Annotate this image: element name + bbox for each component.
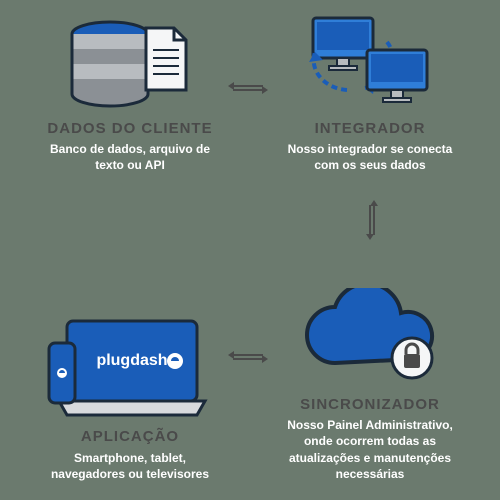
arrow-down-icon [369,205,371,235]
node-title: SINCRONIZADOR [270,396,470,413]
node-title: DADOS DO CLIENTE [30,120,230,137]
node-desc: Nosso Painel Administrativo, onde ocorre… [270,417,470,482]
node-desc: Banco de dados, arquivo de texto ou API [30,141,230,173]
database-file-icon [30,12,230,112]
two-monitors-sync-icon [270,12,470,112]
cloud-lock-icon [270,288,470,388]
arrow-right-icon [233,89,263,91]
node-title: APLICAÇÃO [30,428,230,445]
svg-text:plugdash: plugdash [96,352,167,369]
node-synchronizer: SINCRONIZADOR Nosso Painel Administrativ… [270,288,470,482]
node-client-data: DADOS DO CLIENTE Banco de dados, arquivo… [30,12,230,174]
arrow-up-icon [373,205,375,235]
arrow-right-icon [233,358,263,360]
node-desc: Smartphone, tablet, navegadores ou telev… [30,450,230,482]
devices-plugdash-icon: plugdash [30,320,230,420]
arrows-bottom [233,354,263,360]
node-application: plugdash APLICAÇÃO Smartphone, tablet, n… [30,320,230,482]
arrows-right [369,205,375,235]
node-title: INTEGRADOR [270,120,470,137]
node-integrator: INTEGRADOR Nosso integrador se conecta c… [270,12,470,174]
arrow-left-icon [233,85,263,87]
arrow-left-icon [233,354,263,356]
node-desc: Nosso integrador se conecta com os seus … [270,141,470,173]
arrows-top [233,85,263,91]
